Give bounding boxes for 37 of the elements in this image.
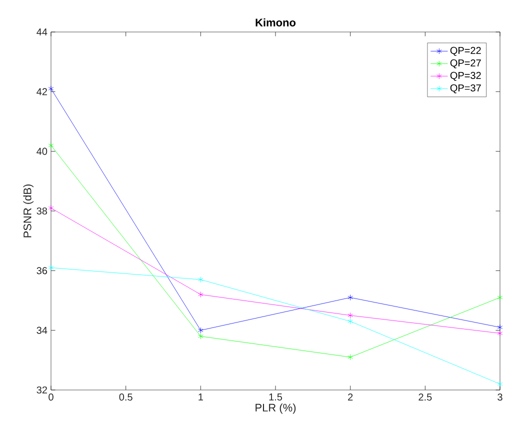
x-tick-label: 0.5	[119, 394, 132, 401]
point	[497, 330, 503, 336]
legend-label: QP=22	[450, 46, 481, 56]
legend-label: QP=37	[450, 84, 481, 94]
y-tick-label: 36	[36, 267, 48, 274]
x-tick-label: 2	[348, 394, 353, 400]
point	[348, 318, 353, 324]
point	[198, 292, 204, 298]
point	[497, 324, 503, 330]
point	[198, 276, 204, 283]
point	[348, 294, 353, 300]
point	[348, 312, 353, 318]
point	[48, 86, 54, 92]
point	[48, 264, 54, 271]
point	[48, 205, 54, 212]
y-tick-label: 42	[36, 88, 47, 96]
x-tick-label: 3	[498, 394, 502, 401]
y-tick-label: 32	[36, 386, 47, 394]
legend-label: QP=27	[450, 59, 481, 68]
x-axis-title: PLR (%)	[256, 403, 296, 414]
point	[198, 327, 204, 334]
x-tick-label: 1.5	[269, 394, 282, 400]
point	[497, 294, 503, 300]
point	[497, 381, 503, 388]
y-tick-label: 40	[36, 148, 48, 155]
x-tick-label: 1	[198, 394, 203, 400]
x-tick-label: 2.5	[418, 394, 432, 401]
y-tick-label: 38	[36, 207, 48, 215]
y-tick-label: 34	[36, 326, 48, 334]
point	[348, 354, 353, 360]
legend-label: QP=32	[450, 72, 481, 81]
point	[198, 333, 204, 340]
chart-title: Kimono	[256, 18, 296, 26]
x-tick-label: 0	[48, 394, 54, 401]
y-axis-title: PSNR (dB)	[23, 184, 34, 238]
y-tick-label: 44	[36, 28, 48, 36]
point	[48, 142, 54, 148]
